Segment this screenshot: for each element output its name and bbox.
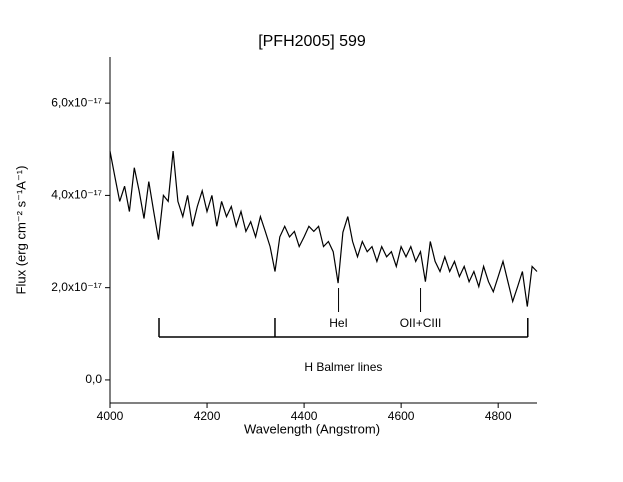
x-tick-label: 4200 — [194, 409, 221, 423]
y-tick-label: 6,0x10⁻¹⁷ — [51, 95, 102, 109]
annotation: HeI — [329, 316, 348, 330]
y-tick-label: 2,0x10⁻¹⁷ — [51, 280, 102, 294]
spectrum-line — [109, 150, 538, 307]
x-tick-label: 4600 — [388, 409, 415, 423]
y-tick-label: 0,0 — [85, 372, 102, 386]
annotation: H Balmer lines — [304, 360, 382, 374]
y-tick-label: 4,0x10⁻¹⁷ — [51, 188, 102, 202]
x-tick-label: 4800 — [485, 409, 512, 423]
y-axis-title: Flux (erg cm⁻² s⁻¹A⁻¹) — [13, 166, 28, 295]
x-axis-title: Wavelength (Angstrom) — [244, 421, 380, 436]
x-tick-label: 4000 — [97, 409, 124, 423]
chart-title: [PFH2005] 599 — [258, 33, 366, 50]
annotation: OII+CIII — [400, 316, 442, 330]
x-tick-label: 4400 — [291, 409, 318, 423]
